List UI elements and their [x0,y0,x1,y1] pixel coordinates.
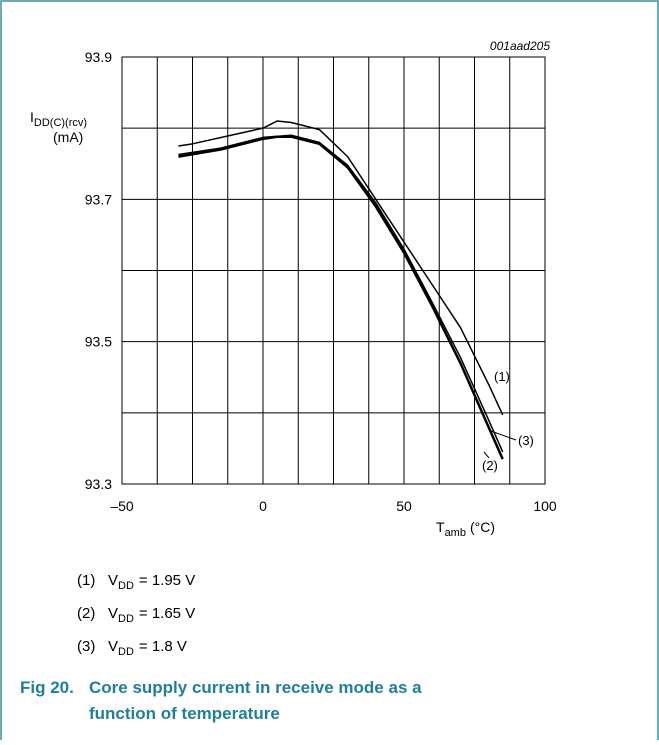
legend-value: = 1.8 V [139,638,187,655]
y-axis-label: IDD(C)(rcv) [30,109,87,129]
figure-code: 001aad205 [490,39,550,53]
legend-text: VDD = 1.95 V [108,572,195,592]
legend-sub: DD [118,613,134,625]
curve-label: (1) [494,369,510,384]
curve-label: (3) [518,433,534,448]
legend-symbol: V [108,638,118,655]
x-axis-label: Tamb (°C) [436,519,495,539]
legend-text: VDD = 1.65 V [108,605,195,625]
caption-line: Core supply current in receive mode as a [89,678,422,697]
caption-line: function of temperature [89,704,280,723]
x-label-main: T [436,519,445,535]
y-tick-label: 93.5 [85,334,112,350]
y-axis-unit: (mA) [53,129,83,145]
legend-key: (3) [77,638,95,655]
x-tick-label: –50 [110,498,134,514]
y-label-main: I [30,109,34,125]
x-tick-label: 50 [396,498,412,514]
x-label-sub: amb [445,527,466,539]
legend-key: (2) [77,605,95,622]
legend-symbol: V [108,572,118,589]
legend-text: VDD = 1.8 V [108,638,187,658]
series-line [178,134,504,453]
legend-sub: DD [118,646,134,658]
callout-line [490,430,517,441]
series-line [178,120,504,416]
x-tick-label: 0 [259,498,267,514]
x-label-unit: (°C) [470,519,495,535]
callout-line [483,451,490,459]
y-label-sub: DD(C)(rcv) [34,117,87,129]
legend-value: = 1.95 V [139,572,195,589]
x-tick-label: 100 [533,498,557,514]
curve-label: (2) [482,458,498,473]
legend-sub: DD [118,580,134,592]
legend-value: = 1.65 V [139,605,195,622]
y-tick-label: 93.9 [85,49,112,65]
y-tick-label: 93.3 [85,476,112,492]
legend-key: (1) [77,572,95,589]
y-tick-label: 93.7 [85,191,112,207]
caption-number: Fig 20. [20,678,74,697]
series-line [178,135,504,460]
legend-symbol: V [108,605,118,622]
